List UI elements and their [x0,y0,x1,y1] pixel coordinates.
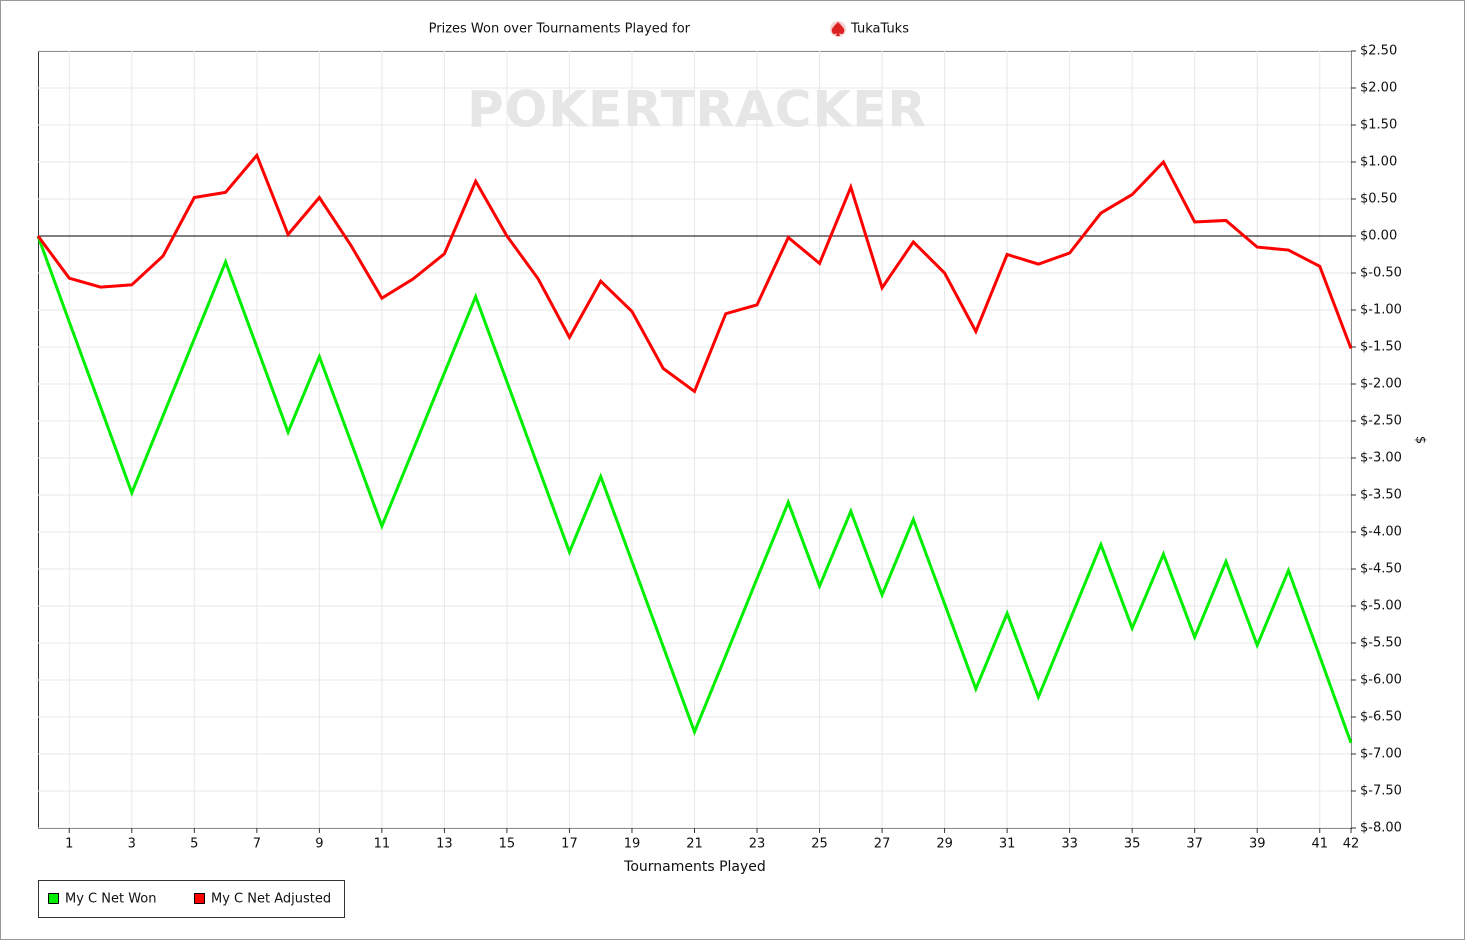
y-tick-label: $2.50 [1360,44,1397,59]
plot-background [38,50,1352,829]
y-tick-label: $2.00 [1360,81,1397,96]
spade [831,22,845,36]
y-tick-label: $-1.00 [1360,303,1402,318]
x-tick-label: 9 [315,837,323,852]
legend-label: My C Net Adjusted [211,892,331,907]
y-tick-label: $-8.00 [1360,821,1402,836]
x-tick-label: 42 [1343,837,1360,852]
x-tick-label: 19 [624,837,641,852]
x-tick-label: 33 [1061,837,1078,852]
x-tick-label: 3 [128,837,136,852]
y-tick-label: $-0.50 [1360,266,1402,281]
x-tick-label: 21 [686,837,703,852]
y-tick-label: $-4.00 [1360,525,1402,540]
y-tick-label: $1.00 [1360,155,1397,170]
x-tick-label: 39 [1249,837,1266,852]
x-tick-label: 27 [874,837,891,852]
y-tick-label: $-5.00 [1360,599,1402,614]
x-tick-label: 11 [374,837,391,852]
x-tick-label: 5 [190,837,198,852]
x-tick-label: 7 [253,837,261,852]
legend-label: My C Net Won [65,892,157,907]
x-tick-label: 1 [65,837,73,852]
x-tick-label: 31 [999,837,1016,852]
series-line [36,235,1353,744]
y-tick-label: $0.50 [1360,192,1397,207]
watermark: POKERTRACKER [467,81,927,139]
legend-swatch [194,893,205,904]
y-tick-label: $-7.00 [1360,747,1402,762]
y-tick-label: $-2.50 [1360,414,1402,429]
y-tick-label: $-3.00 [1360,451,1402,466]
legend-swatch [48,893,59,904]
spade-icon [830,21,846,37]
x-tick-label: 25 [811,837,828,852]
y-tick-label: $-3.50 [1360,488,1402,503]
y-tick-label: $-5.50 [1360,636,1402,651]
y-tick-label: $-6.50 [1360,710,1402,725]
y-tick-label: $-7.50 [1360,784,1402,799]
y-tick-label: $-4.50 [1360,562,1402,577]
y-tick-label: $0.00 [1360,229,1397,244]
x-tick-label: 29 [936,837,953,852]
x-tick-label: 13 [436,837,453,852]
x-axis-label: Tournaments Played [623,859,766,875]
y-axis-label: $ [1413,436,1428,444]
y-tick-label: $1.50 [1360,118,1397,133]
x-tick-label: 23 [749,837,766,852]
legend-box [38,880,345,918]
x-tick-label: 15 [499,837,516,852]
x-tick-label: 17 [561,837,578,852]
y-tick-label: $-1.50 [1360,340,1402,355]
y-tick-label: $-2.00 [1360,377,1402,392]
x-tick-label: 37 [1186,837,1203,852]
chart-title: Prizes Won over Tournaments Played for [429,22,691,37]
player-name: TukaTuks [850,22,909,37]
x-tick-label: 35 [1124,837,1141,852]
series-line [36,152,1353,394]
x-tick-label: 41 [1311,837,1328,852]
y-tick-label: $-6.00 [1360,673,1402,688]
